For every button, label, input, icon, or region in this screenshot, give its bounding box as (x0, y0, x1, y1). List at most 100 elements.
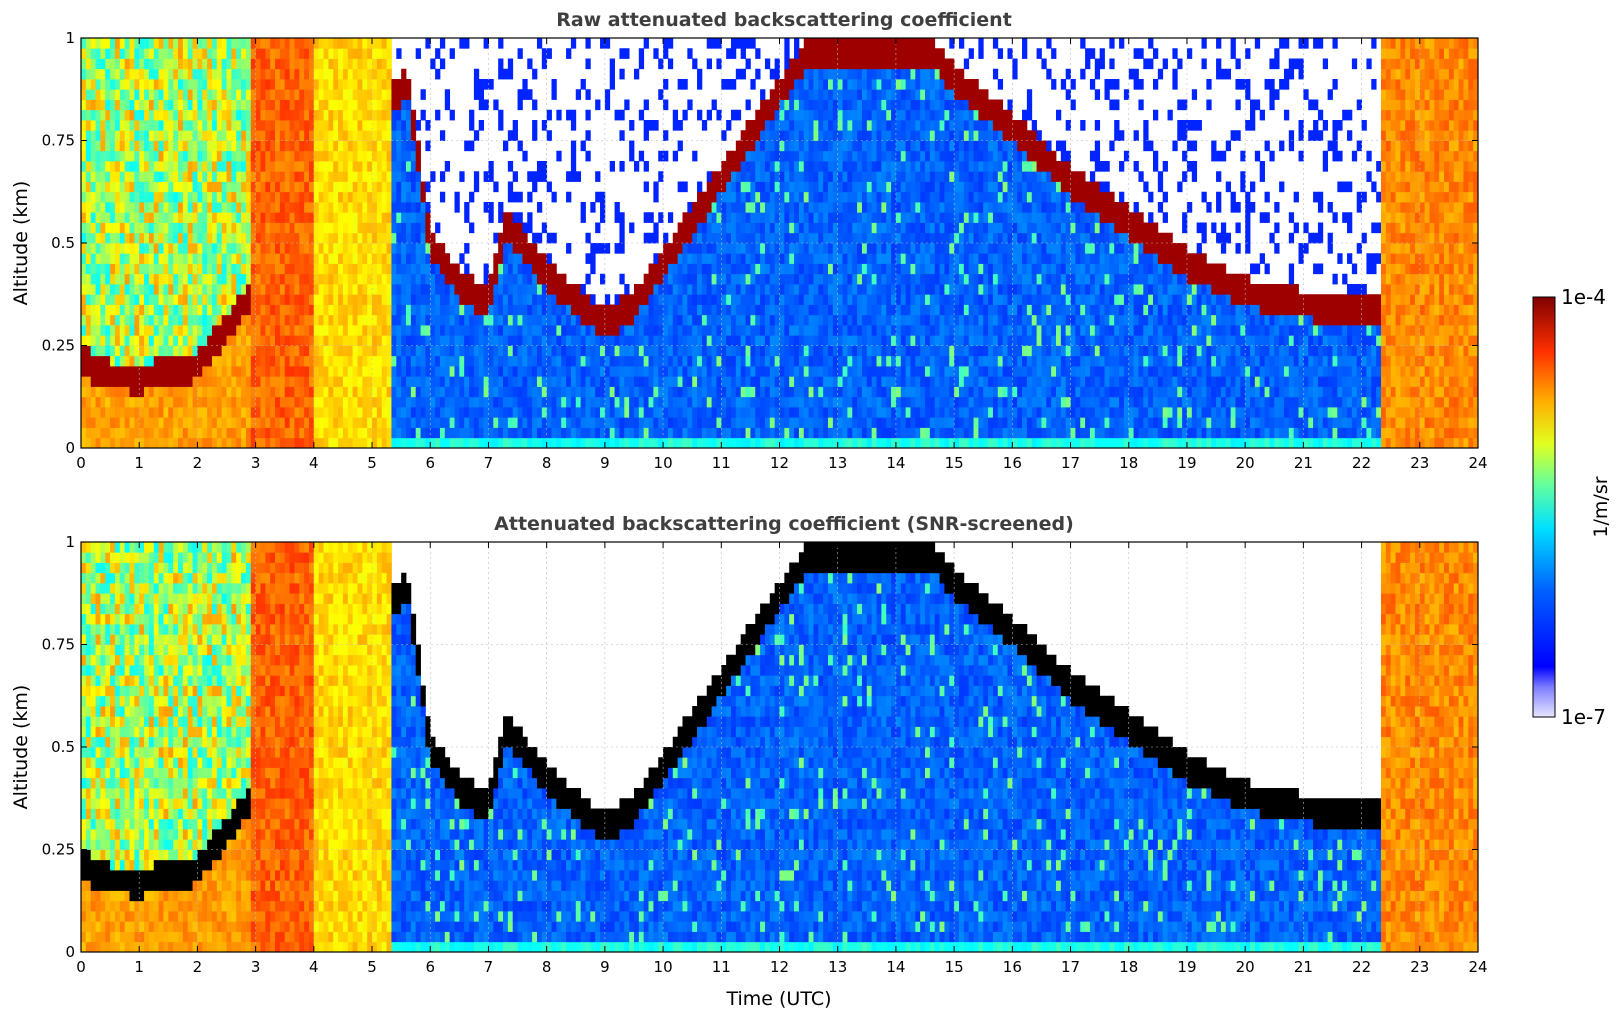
heatmap-cell (410, 263, 417, 275)
heatmap-cell (134, 407, 140, 418)
heatmap-cell (406, 304, 412, 316)
heatmap-cell (134, 335, 140, 346)
heatmap-cell (231, 232, 237, 244)
heatmap-cell (503, 253, 509, 264)
heatmap-cell (444, 273, 451, 285)
heatmap-cell (536, 335, 543, 346)
heatmap-cell (415, 396, 421, 408)
heatmap-cell (730, 243, 737, 254)
heatmap-cell (595, 191, 601, 203)
heatmap-cell (541, 284, 548, 295)
heatmap-cell (721, 304, 727, 316)
heatmap-cell (774, 263, 780, 275)
heatmap-cell (624, 304, 630, 316)
heatmap-cell (148, 79, 155, 90)
heatmap-cell (211, 222, 218, 234)
heatmap-cell (726, 366, 732, 377)
heatmap-cell (304, 427, 310, 439)
heatmap-cell (294, 304, 300, 316)
heatmap-cell (241, 130, 247, 141)
heatmap-cell (347, 376, 354, 387)
heatmap-cell (85, 325, 92, 336)
heatmap-cell (794, 150, 800, 162)
heatmap-cell (182, 437, 189, 449)
heatmap-cell (124, 171, 130, 182)
heatmap-cell (808, 79, 814, 90)
heatmap-cell (144, 263, 150, 275)
heatmap-cell (740, 130, 746, 141)
heatmap-cell (299, 284, 305, 295)
heatmap-cell (556, 355, 562, 367)
heatmap-cell (779, 171, 785, 182)
heatmap-cell (503, 263, 509, 275)
heatmap-cell (95, 191, 101, 203)
heatmap-cell (760, 376, 766, 387)
heatmap-cell (178, 79, 184, 90)
heatmap-cell (570, 161, 577, 172)
heatmap-cell (808, 38, 814, 49)
heatmap-cell (284, 284, 290, 295)
heatmap-cell (211, 120, 218, 131)
heatmap-cell (284, 171, 290, 182)
heatmap-cell (730, 407, 737, 418)
heatmap-cell (774, 366, 780, 377)
heatmap-cell (425, 181, 431, 193)
heatmap-cell (653, 386, 659, 398)
heatmap-cell (697, 68, 703, 80)
heatmap-cell (226, 68, 232, 80)
heatmap-cell (755, 243, 761, 254)
heatmap-cell (119, 366, 126, 377)
heatmap-cell (202, 232, 208, 244)
heatmap-cell (449, 304, 455, 316)
heatmap-cell (784, 171, 790, 182)
heatmap-cell (633, 68, 640, 80)
heatmap-cell (386, 284, 392, 295)
heatmap-cell (658, 171, 664, 182)
heatmap-cell (648, 427, 654, 439)
heatmap-cell (798, 386, 805, 398)
heatmap-cell (362, 386, 368, 398)
heatmap-cell (750, 263, 756, 275)
heatmap-cell (730, 304, 737, 316)
heatmap-cell (357, 68, 363, 80)
heatmap-cell (507, 345, 514, 357)
heatmap-cell (745, 150, 751, 162)
heatmap-cell (483, 335, 489, 346)
heatmap-cell (192, 79, 198, 90)
heatmap-cell (779, 191, 785, 203)
heatmap-cell (541, 314, 548, 326)
heatmap-cell (367, 355, 373, 367)
heatmap-cell (425, 366, 431, 377)
heatmap-cell (401, 202, 407, 213)
heatmap-cell (381, 68, 387, 80)
heatmap-cell (517, 376, 523, 387)
heatmap-cell (401, 150, 407, 162)
heatmap-cell (294, 109, 300, 121)
heatmap-cell (391, 355, 397, 367)
heatmap-cell (692, 232, 698, 244)
heatmap-cell (381, 48, 387, 59)
heatmap-cell (750, 232, 756, 244)
heatmap-cell (527, 284, 533, 295)
heatmap-cell (527, 171, 533, 182)
heatmap-cell (241, 48, 247, 59)
heatmap-cell (590, 294, 596, 305)
heatmap-cell (153, 396, 160, 408)
heatmap-cell (774, 345, 780, 357)
heatmap-cell (158, 79, 164, 90)
heatmap-cell (401, 325, 407, 336)
heatmap-cell (677, 181, 683, 193)
heatmap-cell (279, 366, 286, 377)
heatmap-cell (595, 99, 601, 111)
heatmap-cell (250, 212, 257, 223)
heatmap-cell (245, 273, 252, 285)
heatmap-cell (173, 243, 179, 254)
heatmap-cell (250, 304, 257, 316)
heatmap-cell (716, 335, 722, 346)
heatmap-cell (255, 58, 261, 70)
heatmap-cell (372, 304, 378, 316)
heatmap-cell (114, 171, 121, 182)
heatmap-cell (401, 273, 407, 285)
heatmap-cell (308, 120, 315, 131)
heatmap-cell (401, 263, 407, 275)
